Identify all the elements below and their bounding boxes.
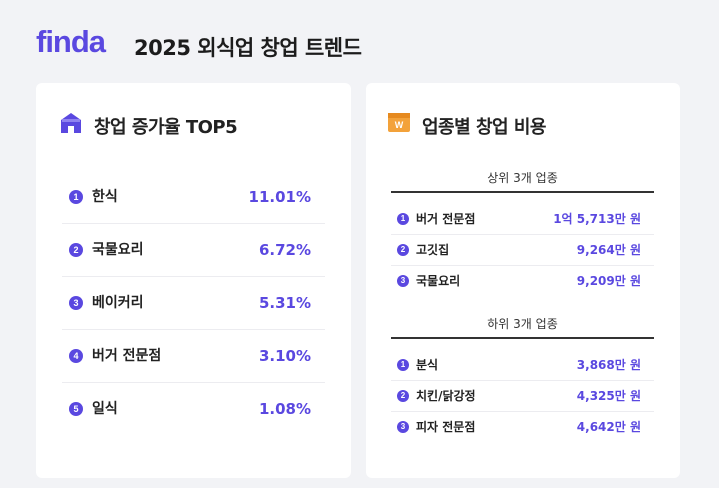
rank-badge: 1 — [69, 190, 83, 204]
rank-badge: 3 — [397, 275, 409, 287]
rank-badge: 2 — [397, 244, 409, 256]
item-name: 버거 전문점 — [416, 212, 476, 226]
item-name: 일식 — [92, 401, 118, 417]
item-value: 1.08% — [258, 400, 311, 418]
item-name: 고깃집 — [416, 243, 450, 257]
row-divider — [62, 276, 325, 277]
rank-badge: 3 — [397, 421, 409, 433]
row-divider — [62, 223, 325, 224]
rank-badge: 5 — [69, 402, 83, 416]
section-line — [391, 337, 654, 339]
item-name: 베이커리 — [92, 295, 144, 311]
rank-badge: 3 — [69, 296, 83, 310]
growth-title: 창업 증가율 TOP5 — [94, 117, 238, 138]
svg-text:W: W — [395, 120, 404, 130]
item-name: 치킨/닭강정 — [416, 389, 476, 403]
cost-card — [366, 83, 680, 478]
page-title: 2025 외식업 창업 트렌드 — [134, 36, 362, 60]
item-value: 9,264만 원 — [576, 243, 641, 257]
item-name: 피자 전문점 — [416, 420, 476, 434]
row-divider — [391, 234, 654, 235]
item-name: 한식 — [92, 189, 118, 205]
item-value: 1억 5,713만 원 — [553, 212, 641, 226]
item-value: 6.72% — [258, 241, 311, 259]
item-name: 분식 — [416, 358, 439, 372]
item-value: 3.10% — [258, 347, 311, 365]
row-divider — [62, 382, 325, 383]
section-heading: 상위 3개 업종 — [487, 171, 558, 185]
rank-badge: 2 — [397, 390, 409, 402]
growth-card — [36, 83, 351, 478]
item-value: 4,642만 원 — [576, 420, 641, 434]
logo: finda — [36, 24, 106, 59]
item-value: 11.01% — [248, 188, 311, 206]
item-name: 국물요리 — [92, 242, 144, 258]
cost-icon: W — [388, 113, 410, 132]
item-value: 4,325만 원 — [576, 389, 641, 403]
rank-badge: 4 — [69, 349, 83, 363]
section-heading: 하위 3개 업종 — [487, 317, 558, 331]
item-value: 9,209만 원 — [576, 274, 641, 288]
item-name: 국물요리 — [416, 274, 461, 288]
row-divider — [391, 265, 654, 266]
growth-icon — [61, 113, 81, 133]
row-divider — [62, 329, 325, 330]
item-name: 버거 전문점 — [92, 348, 162, 364]
section-line — [391, 191, 654, 193]
row-divider — [391, 380, 654, 381]
item-value: 5.31% — [258, 294, 311, 312]
row-divider — [391, 411, 654, 412]
cost-title: 업종별 창업 비용 — [422, 117, 546, 138]
rank-badge: 2 — [69, 243, 83, 257]
rank-badge: 1 — [397, 213, 409, 225]
rank-badge: 1 — [397, 359, 409, 371]
item-value: 3,868만 원 — [576, 358, 641, 372]
